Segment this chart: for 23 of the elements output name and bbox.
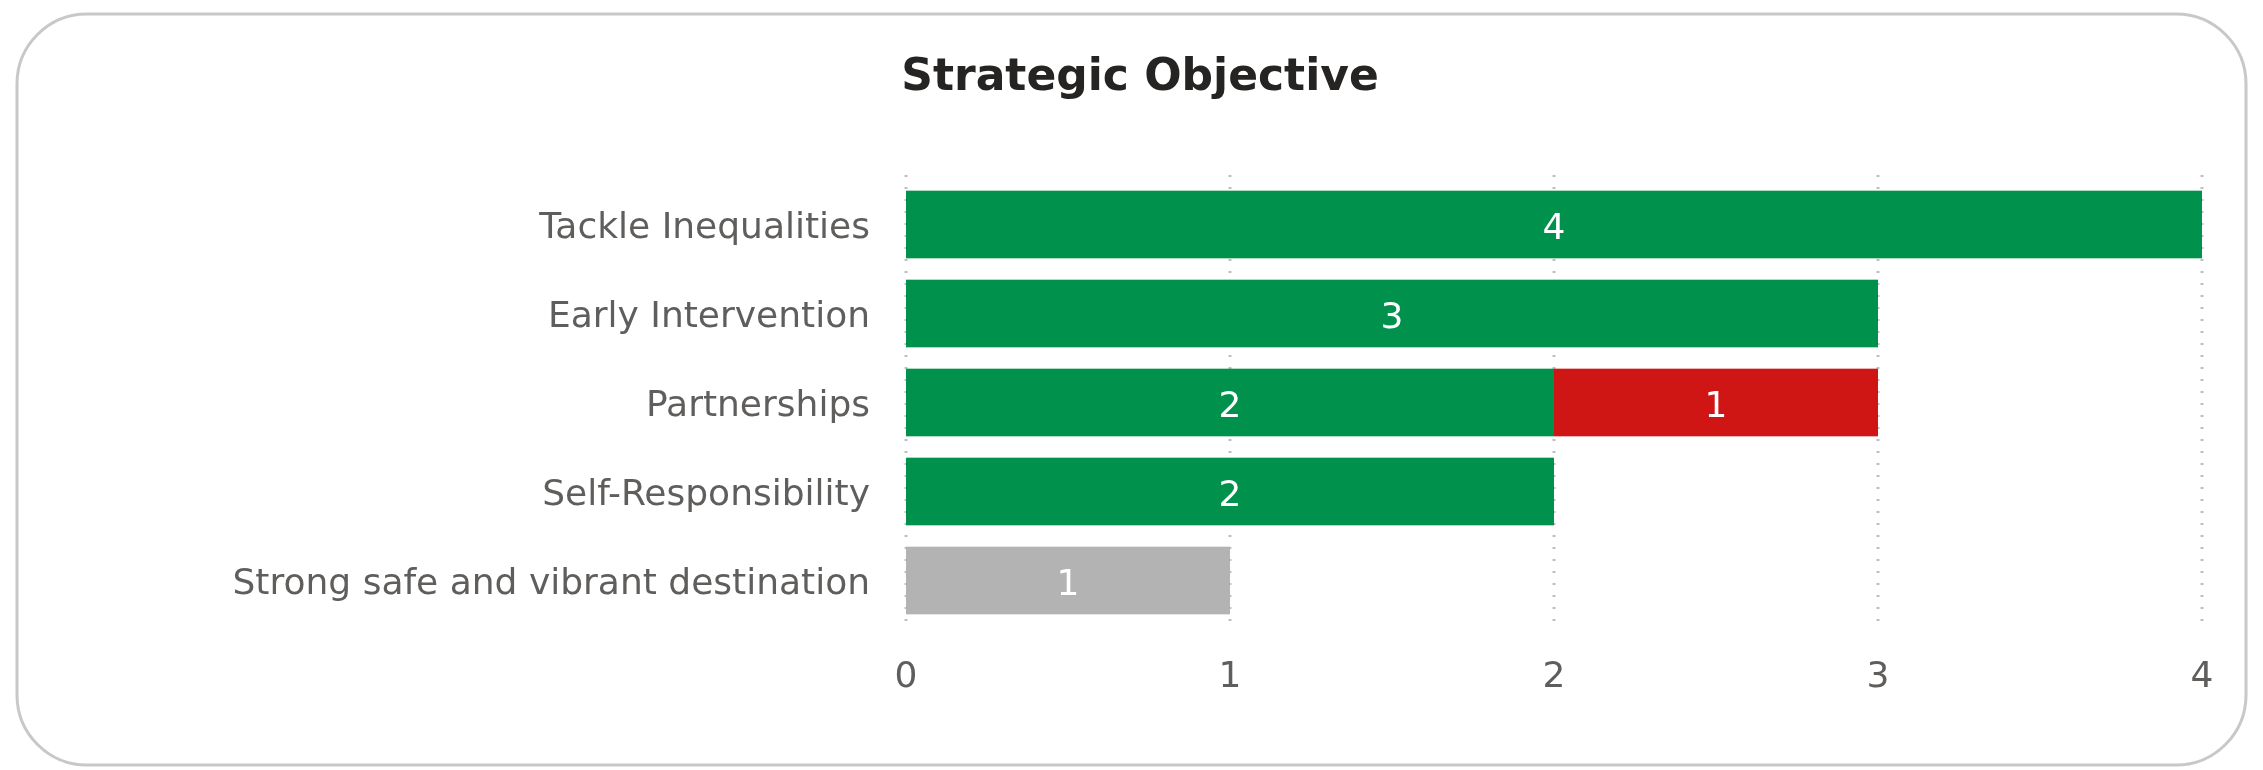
x-tick-label: 4: [2190, 654, 2214, 695]
bar: [906, 457, 1554, 526]
x-tick-label: 2: [1542, 654, 1566, 695]
x-tick-label: 1: [1218, 654, 1242, 695]
chart-title: Strategic Objective: [901, 49, 1379, 100]
y-tick-label: Early Intervention: [547, 293, 870, 335]
y-tick-label: Strong safe and vibrant destination: [232, 560, 870, 602]
y-tick-label: Tackle Inequalities: [538, 204, 870, 246]
bar: [1554, 368, 1878, 437]
x-tick-label: 3: [1866, 654, 1890, 695]
bar: [906, 279, 1878, 348]
y-tick-label: Partnerships: [645, 382, 870, 424]
y-tick-label: Self-Responsibility: [542, 471, 870, 513]
data-label: 3: [1380, 294, 1404, 336]
bar: [906, 368, 1554, 437]
x-tick-label: 0: [894, 654, 918, 695]
bar: [906, 546, 1230, 615]
data-label: 4: [1542, 205, 1566, 247]
data-label: 2: [1218, 383, 1242, 425]
data-label: 1: [1704, 383, 1728, 425]
bar: [906, 190, 2202, 259]
data-label: 2: [1218, 472, 1242, 514]
data-label: 1: [1056, 561, 1080, 603]
